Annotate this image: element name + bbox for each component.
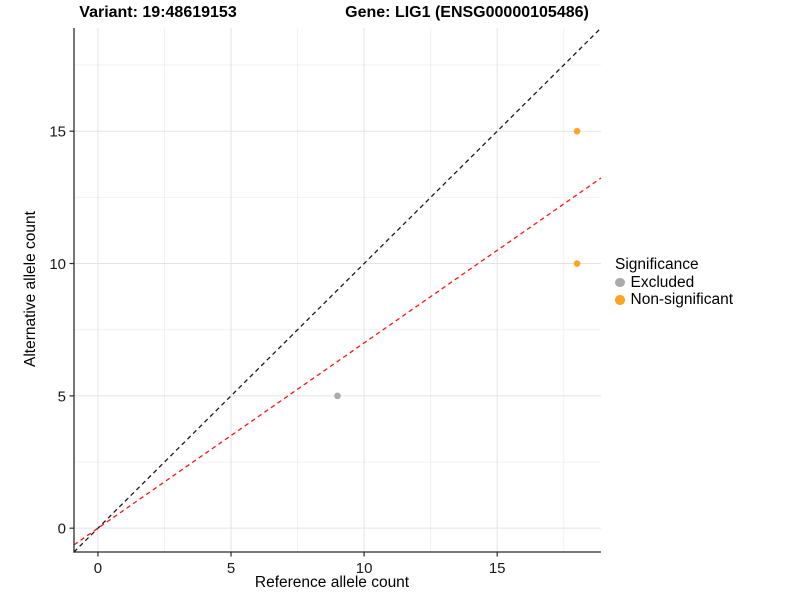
gene-title: Gene: LIG1 (ENSG00000105486): [345, 4, 589, 21]
grid-minor: [74, 28, 601, 552]
excluded-dot-icon: [615, 277, 625, 287]
series-excluded: [334, 392, 341, 400]
axis-lines: [73, 28, 601, 553]
variant-title: Variant: 19:48619153: [79, 4, 237, 21]
legend-item-label: Excluded: [630, 273, 695, 291]
expected-ratio-line: [73, 177, 602, 546]
identity-line: [73, 27, 602, 553]
y-tick-label: 10: [49, 256, 66, 273]
legend-title: Significance: [615, 256, 699, 273]
data-point: [573, 127, 581, 135]
legend-item-excluded: Excluded: [615, 274, 733, 292]
x-axis-title: Reference allele count: [254, 574, 410, 591]
legend-item-label: Non-significant: [630, 291, 734, 308]
y-tick-label: 5: [58, 388, 66, 405]
y-tick-label: 0: [58, 521, 66, 538]
x-tick-label: 10: [356, 560, 373, 577]
y-axis-title: Alternative allele count: [22, 211, 39, 367]
axis-ticks: [69, 130, 498, 557]
legend: Significance Excluded Non-significant: [615, 256, 733, 309]
x-tick-label: 15: [489, 560, 506, 577]
legend-item-non-significant: Non-significant: [615, 291, 733, 309]
y-tick-label: 15: [49, 124, 66, 141]
series-non-significant: [573, 127, 581, 267]
data-point: [573, 260, 581, 267]
tick-labels: 0 5 10 15 0 5 10 15: [49, 124, 505, 577]
x-tick-label: 5: [227, 560, 235, 577]
data-point: [334, 392, 341, 400]
x-tick-label: 0: [94, 560, 102, 577]
non-significant-dot-icon: [615, 295, 625, 305]
